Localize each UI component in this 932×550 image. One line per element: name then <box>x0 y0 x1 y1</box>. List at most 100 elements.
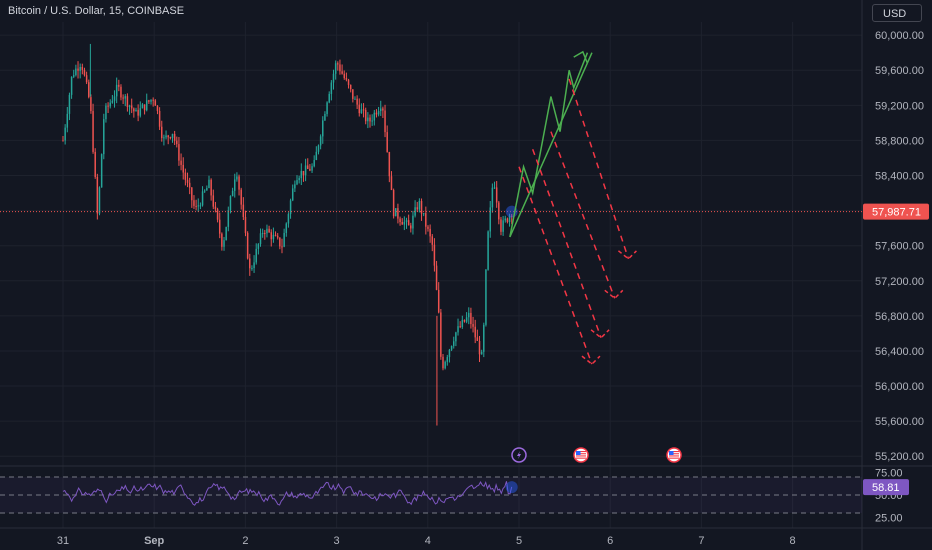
candle-body <box>463 319 466 322</box>
candle-body <box>197 205 200 207</box>
candle-body <box>105 105 107 120</box>
candle-body <box>401 222 403 225</box>
forecast-up-arrowhead[interactable] <box>573 50 589 64</box>
candle-body <box>352 89 354 99</box>
flag-stripe <box>669 451 680 453</box>
time-axis: 31 Sep 2 3 4 5 6 7 8 <box>57 535 796 547</box>
candle-body <box>180 160 182 165</box>
candle-body <box>431 236 434 245</box>
forecast-down-line[interactable] <box>531 148 602 339</box>
candle-body <box>152 99 154 101</box>
candle-body <box>337 63 339 65</box>
candle-body <box>173 133 176 141</box>
candle-body <box>257 244 260 249</box>
candle-body <box>193 200 195 206</box>
candle-body <box>188 182 191 188</box>
candle-body <box>201 191 204 206</box>
candle-body <box>88 82 90 98</box>
candle-body <box>313 160 315 167</box>
candle-body <box>347 79 350 85</box>
candle-body <box>414 207 416 216</box>
price-axis: 60,000.00 59,600.00 59,200.00 58,800.00 58,4… <box>863 30 929 525</box>
candle-body <box>319 136 322 146</box>
candle-body <box>362 109 365 111</box>
candle-body <box>191 187 193 201</box>
candle-body <box>130 105 133 109</box>
candle-body <box>390 176 393 191</box>
candle-body <box>203 190 206 192</box>
price-tick-label: 58,800.00 <box>875 135 924 147</box>
candle-body <box>322 120 324 137</box>
candle-body <box>407 220 410 226</box>
candle-body <box>442 356 444 369</box>
candle-body <box>161 126 163 139</box>
forecast-down-line[interactable] <box>518 166 593 365</box>
time-tick-label: 6 <box>607 535 613 547</box>
candle-body <box>109 102 111 107</box>
candle-body <box>448 349 451 358</box>
candle-body <box>231 190 234 197</box>
us-flag-icon[interactable] <box>666 447 682 463</box>
candle-body <box>392 190 395 217</box>
candles <box>0 43 862 426</box>
flag-stripe <box>669 455 680 457</box>
candle-body <box>272 234 275 240</box>
rsi-tick-label: 25.00 <box>875 513 903 525</box>
candle-body <box>141 104 144 109</box>
candle-body <box>167 135 169 138</box>
candle-body <box>165 135 167 138</box>
candle-body <box>450 345 453 350</box>
candle-body <box>309 168 311 171</box>
forecast-down-line[interactable] <box>568 78 630 260</box>
candle-body <box>489 207 491 232</box>
rsi-marker <box>505 481 518 494</box>
flag-canton <box>576 451 581 455</box>
candle-body <box>435 265 438 290</box>
candle-body <box>510 215 513 217</box>
candle-body <box>332 73 335 83</box>
candle-body <box>229 196 232 211</box>
forecast-up-zigzag[interactable] <box>509 52 589 238</box>
candle-body <box>77 68 79 71</box>
candle-body <box>410 225 412 229</box>
candle-body <box>94 151 96 178</box>
candle-body <box>253 262 255 269</box>
candle-body <box>218 219 221 234</box>
price-tick-label: 57,200.00 <box>875 276 924 288</box>
candle-body <box>103 119 105 155</box>
candle-body <box>64 127 66 141</box>
rsi-value-tag <box>863 479 909 496</box>
candle-body <box>487 231 489 270</box>
candle-body <box>236 176 238 180</box>
candle-body <box>240 189 242 205</box>
candle-body <box>326 102 328 115</box>
price-tick-label: 56,000.00 <box>875 381 924 393</box>
rsi-band <box>0 477 862 513</box>
price-tick-label: 56,400.00 <box>875 346 924 358</box>
rsi-value-label: 58.81 <box>872 482 900 494</box>
candle-body <box>66 113 69 128</box>
candle-body <box>264 233 266 235</box>
currency-button[interactable]: USD <box>872 4 922 22</box>
forecast-up-trendline[interactable] <box>509 52 593 238</box>
candle-body <box>195 205 197 207</box>
candle-body <box>150 99 152 102</box>
forecast-down-arrowhead[interactable] <box>581 355 601 366</box>
candle-body <box>279 237 281 247</box>
candle-body <box>158 110 161 127</box>
candle-body <box>339 64 341 72</box>
candle-body <box>508 215 511 222</box>
flag-stripe <box>669 457 680 459</box>
candle-body <box>369 117 371 122</box>
event-markers <box>511 447 682 463</box>
candle-body <box>98 187 101 214</box>
candle-body <box>83 69 86 76</box>
candle-body <box>214 206 217 210</box>
candle-body <box>107 105 109 107</box>
candle-body <box>118 84 120 87</box>
lightning-icon[interactable] <box>511 447 527 463</box>
forecast-down-line[interactable] <box>550 131 616 299</box>
us-flag-icon[interactable] <box>573 447 589 463</box>
candle-body <box>306 165 309 169</box>
